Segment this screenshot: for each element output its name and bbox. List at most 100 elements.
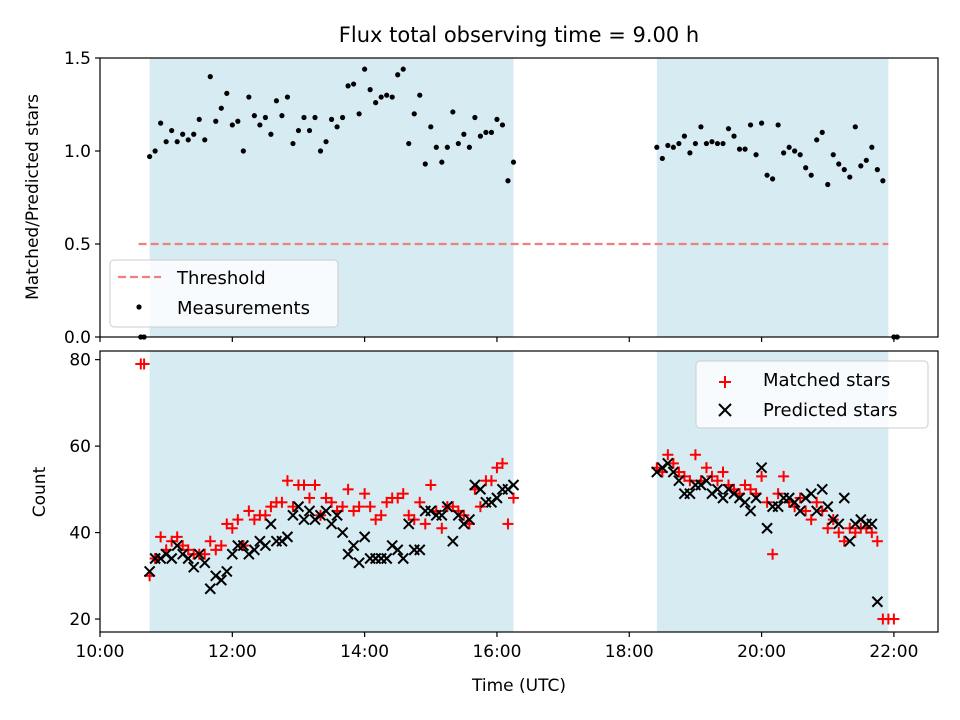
matched-star-point (265, 501, 277, 513)
measurement-point (328, 116, 335, 122)
measurement-point (202, 137, 208, 143)
x-tick-label: 14:00 (340, 642, 389, 662)
matched-star-point (342, 483, 354, 495)
matched-star-point (171, 531, 183, 543)
measurement-point (830, 152, 836, 158)
matched-star-point (353, 501, 365, 513)
matched-star-point (496, 457, 508, 469)
measurement-point (185, 137, 191, 143)
measurement-point (874, 167, 880, 173)
measurement-point (770, 176, 776, 182)
matched-star-point (711, 475, 723, 487)
observing-window-band (149, 351, 514, 632)
measurement-point (213, 118, 219, 124)
matched-star-point (276, 496, 288, 508)
count-legend: Matched stars Predicted stars (695, 360, 929, 429)
measurement-point (852, 124, 858, 130)
measurement-point (825, 181, 831, 188)
matched-star-point (320, 492, 332, 504)
matched-star-point (155, 531, 167, 543)
predicted-star-point (772, 500, 784, 513)
matched-star-point (833, 527, 845, 539)
measurement-point (290, 140, 296, 147)
measurement-point (698, 124, 704, 130)
measurement-point (758, 120, 765, 126)
predicted-star-point (226, 548, 239, 560)
predicted-star-point (287, 509, 299, 521)
matched-star-point (287, 501, 299, 513)
count-y-axis-label: Count (30, 466, 50, 517)
measurement-point (847, 174, 853, 180)
predicted-star-point (805, 487, 817, 500)
measurement-point (880, 178, 886, 184)
matched-star-point (507, 492, 519, 504)
predicted-star-point (788, 496, 801, 509)
matched-star-point (397, 488, 409, 500)
observing-window-band (656, 58, 889, 337)
predicted-star-point (380, 552, 393, 565)
measurement-point (384, 92, 390, 98)
predicted-star-point (794, 505, 806, 517)
ratio-x-ticks (99, 337, 895, 342)
matched-star-point (436, 522, 448, 534)
measurement-point (863, 157, 869, 163)
x-axis-label: Time (UTC) (471, 676, 566, 696)
matched-star-point (298, 479, 310, 491)
y-tick-label: 0.0 (64, 328, 91, 348)
matched-star-point (756, 470, 768, 482)
legend-predicted-swatch (718, 403, 732, 417)
measurement-point (362, 66, 368, 72)
matched-star-point (739, 479, 751, 491)
matched-star-point (662, 449, 674, 461)
matched-star-point (811, 496, 823, 508)
measurement-point (417, 92, 423, 98)
measurement-point (665, 142, 671, 149)
predicted-star-point (259, 539, 272, 552)
measurement-point (670, 144, 676, 150)
predicted-star-point (491, 492, 503, 504)
ratio-legend: Threshold Measurements (109, 259, 339, 328)
measurement-point (433, 144, 439, 150)
measurement-point (251, 113, 257, 119)
measurement-point (323, 139, 329, 145)
measurement-point (819, 129, 825, 135)
x-tick-label: 22:00 (869, 642, 918, 662)
matched-star-point (689, 449, 701, 461)
matched-star-point (375, 509, 387, 521)
y-tick-label: 80 (69, 351, 91, 371)
matched-star-point (359, 488, 371, 500)
measurement-point (378, 94, 384, 100)
y-tick-label: 1.5 (64, 49, 91, 69)
predicted-star-point (441, 500, 454, 513)
measurement-point (703, 140, 710, 147)
predicted-star-point (744, 505, 757, 517)
predicted-star-point (392, 544, 404, 556)
predicted-star-point (342, 548, 354, 560)
matched-star-point (281, 475, 293, 487)
ratio-y-axis-label: Matched/Predicted stars (23, 94, 43, 300)
y-tick-label: 60 (69, 437, 91, 457)
predicted-star-point (403, 518, 415, 530)
matched-star-point (717, 466, 729, 478)
measurement-point (714, 140, 721, 147)
measurement-point (174, 139, 180, 145)
measurement-point (461, 131, 467, 137)
predicted-star-point (750, 492, 762, 504)
measurement-point (317, 148, 324, 154)
predicted-star-point (292, 500, 305, 513)
count-x-ticks: 10:00 12:00 14:00 16:00 18:00 20:00 22:00 (76, 632, 918, 662)
matched-star-point (667, 457, 679, 469)
predicted-star-point (165, 552, 178, 565)
ratio-panel-frame (99, 57, 939, 338)
measurement-point (455, 140, 461, 147)
measurement-point (505, 178, 511, 184)
count-legend-box (695, 360, 929, 429)
predicted-star-point (463, 513, 476, 526)
matched-star-point (348, 505, 360, 517)
predicted-star-point (221, 565, 233, 578)
measurement-point (836, 161, 842, 167)
measurement-point (147, 153, 153, 160)
predicted-star-point (662, 457, 674, 470)
measurement-point (472, 114, 478, 121)
